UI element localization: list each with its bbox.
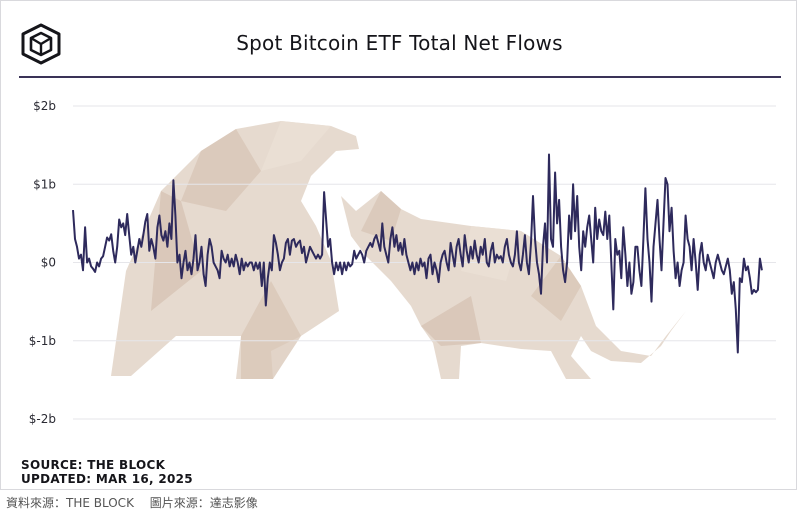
- chart-title: Spot Bitcoin ETF Total Net Flows: [236, 31, 563, 55]
- source-block: SOURCE: THE BLOCK UPDATED: MAR 16, 2025: [21, 458, 193, 486]
- series-layer: [72, 153, 763, 354]
- y-axis: $2b $1b $0 $-1b $-2b: [29, 99, 56, 426]
- header-divider: [19, 76, 781, 78]
- source-label: SOURCE: THE BLOCK: [21, 458, 166, 472]
- x-tick-label: Sep '24: [424, 430, 469, 431]
- x-tick-label: Mar '24: [125, 430, 170, 431]
- x-tick-label: May '24: [222, 430, 269, 431]
- x-tick-label: Jan '25: [626, 430, 668, 431]
- x-tick-label: Nov '24: [524, 430, 570, 431]
- the-block-cube-icon: [21, 23, 61, 65]
- chart-header: Spot Bitcoin ETF Total Net Flows: [1, 1, 798, 78]
- y-tick-label: $-1b: [29, 334, 56, 348]
- chart-card: Spot Bitcoin ETF Total Net Flows $2b $1b $…: [0, 0, 797, 490]
- y-tick-label: $2b: [33, 99, 56, 113]
- x-tick-label: Mar '25: [725, 430, 770, 431]
- y-tick-label: $0: [41, 256, 56, 270]
- x-axis: Mar '24 May '24 Jul '24 Sep '24 Nov '24 Jan '…: [125, 430, 771, 431]
- series-line-net-flows: [72, 153, 763, 354]
- y-tick-label: $1b: [33, 177, 56, 191]
- image-caption: 資料來源：THE BLOCK 圖片來源：達志影像: [6, 496, 258, 510]
- y-tick-label: $-2b: [29, 412, 56, 426]
- updated-label: UPDATED: MAR 16, 2025: [21, 472, 193, 486]
- line-chart: $2b $1b $0 $-1b $-2b Mar '24 May '24 Jul '24 Se…: [29, 99, 776, 431]
- x-tick-label: Jul '24: [327, 430, 365, 431]
